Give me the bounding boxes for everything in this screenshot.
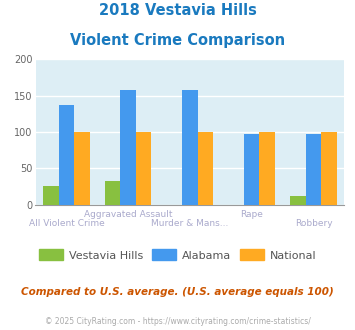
Bar <box>182 90 198 205</box>
Bar <box>306 134 321 205</box>
Text: Murder & Mans...: Murder & Mans... <box>151 219 229 228</box>
Text: Robbery: Robbery <box>295 219 332 228</box>
Text: Rape: Rape <box>240 210 263 218</box>
Bar <box>59 105 74 205</box>
Bar <box>43 186 59 205</box>
Text: Aggravated Assault: Aggravated Assault <box>84 210 173 218</box>
Bar <box>105 181 120 205</box>
Bar <box>198 132 213 205</box>
Legend: Vestavia Hills, Alabama, National: Vestavia Hills, Alabama, National <box>34 245 321 265</box>
Bar <box>120 90 136 205</box>
Text: Compared to U.S. average. (U.S. average equals 100): Compared to U.S. average. (U.S. average … <box>21 287 334 297</box>
Text: © 2025 CityRating.com - https://www.cityrating.com/crime-statistics/: © 2025 CityRating.com - https://www.city… <box>45 317 310 326</box>
Text: All Violent Crime: All Violent Crime <box>28 219 104 228</box>
Bar <box>244 134 260 205</box>
Text: Violent Crime Comparison: Violent Crime Comparison <box>70 33 285 48</box>
Bar <box>321 132 337 205</box>
Bar <box>136 132 151 205</box>
Bar <box>74 132 89 205</box>
Text: 2018 Vestavia Hills: 2018 Vestavia Hills <box>99 3 256 18</box>
Bar <box>260 132 275 205</box>
Bar <box>290 196 306 205</box>
